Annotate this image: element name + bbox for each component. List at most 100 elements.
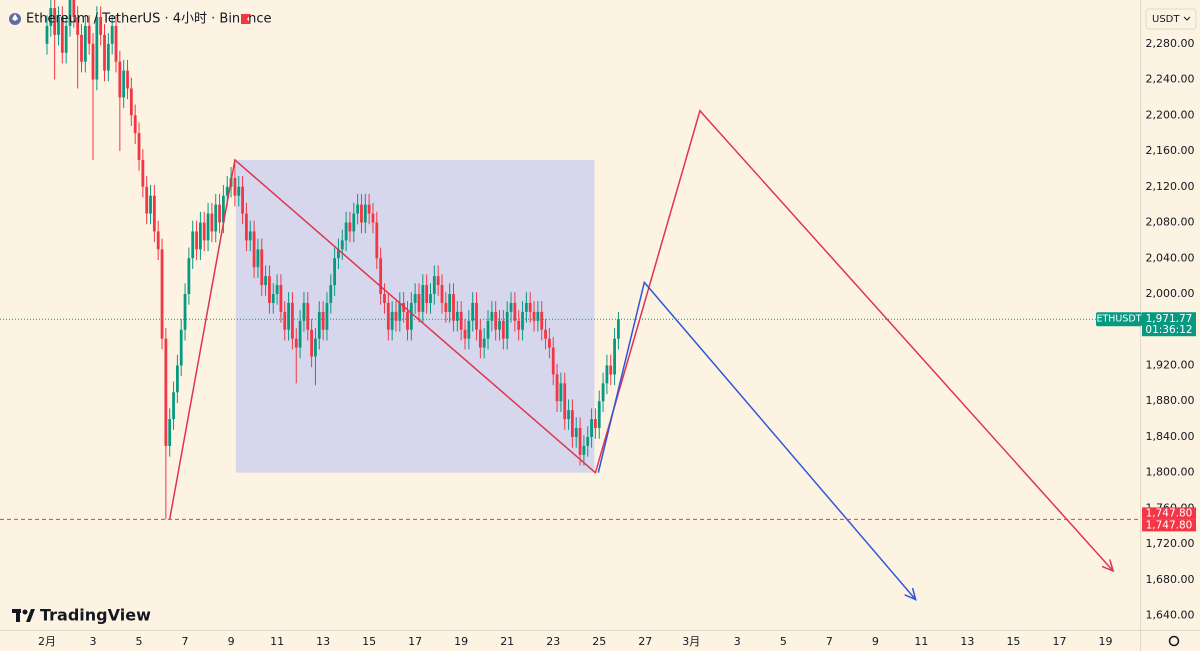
candle-body — [53, 8, 57, 35]
candle-body — [406, 311, 409, 330]
candle-body — [375, 222, 379, 259]
candle-body — [459, 311, 463, 330]
candle-body — [613, 338, 616, 375]
y-tick-label: 2,200.00 — [1146, 108, 1195, 121]
candle-body — [597, 401, 601, 429]
candle-body — [195, 231, 198, 250]
y-tick-label: 2,240.00 — [1146, 73, 1195, 86]
candle-body — [218, 204, 221, 223]
candle-body — [68, 0, 72, 26]
logo-part — [16, 609, 20, 622]
candle-body — [333, 258, 337, 286]
candle-body — [536, 311, 540, 321]
candle-body — [544, 329, 547, 339]
candle-body — [302, 302, 306, 321]
x-tick-label: 9 — [228, 635, 235, 648]
currency-button[interactable] — [1145, 8, 1197, 30]
x-tick-label: 23 — [546, 635, 560, 648]
candle-body — [432, 276, 436, 294]
candle-body — [356, 204, 360, 214]
candle-body — [72, 0, 76, 17]
candle-body — [417, 294, 421, 312]
candle-body — [64, 25, 68, 53]
candle-body — [517, 320, 521, 330]
y-tick-label: 1,920.00 — [1146, 358, 1195, 371]
candle-body — [601, 383, 605, 402]
candle-body — [122, 70, 126, 98]
candle-body — [360, 204, 363, 223]
candle-body — [321, 311, 325, 330]
candle-body — [271, 294, 275, 303]
candle-body — [590, 419, 593, 437]
candle-body — [594, 419, 597, 429]
candle-body — [225, 186, 229, 196]
last-price-box — [1142, 312, 1196, 337]
candle-body — [233, 177, 237, 196]
candle-body — [317, 311, 321, 339]
candle-body — [310, 329, 314, 357]
x-tick-label: 19 — [454, 635, 468, 648]
x-tick-label: 2月 — [38, 635, 56, 648]
candle-body — [149, 195, 152, 214]
y-tick-label: 2,080.00 — [1146, 216, 1195, 229]
candle-body — [306, 302, 310, 330]
candle-body — [463, 329, 467, 339]
candle-body — [160, 249, 164, 339]
candle-body — [133, 115, 137, 134]
candle-body — [264, 276, 267, 286]
currency-label: USDT — [1152, 14, 1180, 25]
x-tick-label: 9 — [872, 635, 879, 648]
x-tick-label: 21 — [500, 635, 514, 648]
candle-body — [80, 34, 83, 62]
candle-body — [390, 311, 394, 330]
price-line-label: 1,747.80 — [1146, 507, 1193, 519]
candle-body — [103, 34, 106, 71]
trend-line — [597, 280, 917, 601]
candle-body — [528, 302, 532, 312]
candle-body — [344, 222, 348, 241]
candle-body — [172, 392, 175, 420]
plot-area — [0, 0, 1140, 601]
candle-body — [421, 285, 425, 312]
candle-body — [248, 231, 252, 241]
candle-body — [574, 428, 578, 437]
candle-body — [570, 410, 574, 437]
candle-body — [183, 294, 187, 330]
candle-body — [578, 428, 582, 455]
candle-body — [237, 186, 241, 196]
candle-body — [471, 302, 475, 321]
candle-body — [371, 213, 375, 223]
coin-glyph — [12, 14, 18, 21]
x-tick-label: 3月 — [682, 635, 700, 648]
candle-body — [340, 240, 344, 250]
candle-body — [241, 186, 244, 214]
x-tick-label: 13 — [316, 635, 330, 648]
axes: 2,280.00 2,240.00 2,200.00 2,160.00 2,120.00… — [38, 37, 1196, 648]
settings-icon[interactable] — [1168, 635, 1180, 647]
candle-body — [126, 70, 129, 89]
x-tick-label: 3 — [90, 635, 97, 648]
candle-body — [187, 258, 191, 294]
x-tick-label: 5 — [136, 635, 143, 648]
candle-body — [268, 276, 271, 303]
candle-body — [214, 204, 218, 232]
candle-body — [547, 338, 551, 348]
candle-body — [383, 294, 386, 303]
candle-body — [106, 43, 110, 71]
candle-body — [206, 213, 210, 241]
candle-body — [455, 311, 459, 321]
candle-body — [337, 249, 340, 259]
candle-body — [425, 285, 429, 303]
candle-body — [540, 311, 544, 330]
x-tick-label: 5 — [780, 635, 787, 648]
candle-body — [283, 311, 287, 330]
flag-icon — [241, 14, 251, 24]
candle-body — [175, 365, 179, 393]
candle-body — [605, 365, 609, 384]
x-tick-label: 15 — [362, 635, 376, 648]
candle-body — [505, 311, 509, 339]
candle-body — [156, 231, 160, 250]
candle-body — [325, 302, 329, 330]
candle-body — [314, 338, 317, 357]
